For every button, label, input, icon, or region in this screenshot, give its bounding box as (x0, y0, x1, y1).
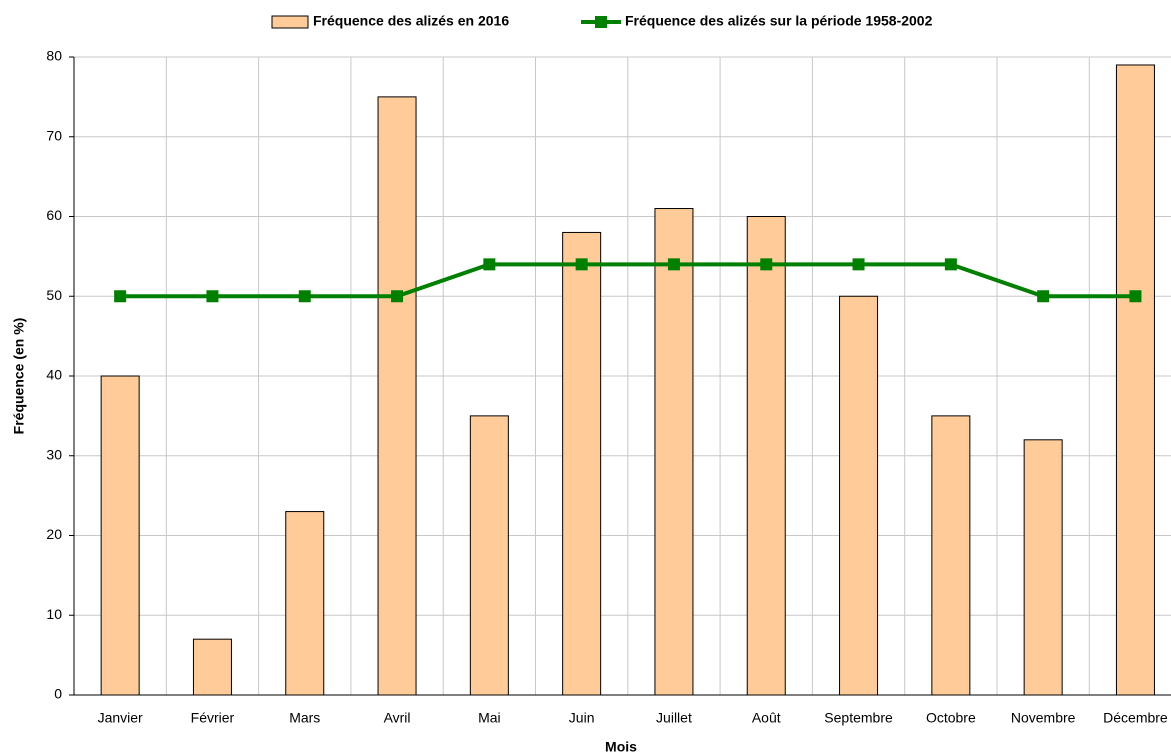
x-tick-label: Août (752, 710, 781, 726)
y-tick-label: 30 (46, 446, 62, 462)
x-tick-label: Mars (289, 710, 320, 726)
y-axis-label: Fréquence (en %) (11, 318, 27, 435)
y-tick-label: 40 (46, 367, 62, 383)
marker (944, 258, 957, 271)
y-tick-label: 70 (46, 127, 62, 143)
x-tick-label: Novembre (1011, 710, 1076, 726)
marker (483, 258, 496, 271)
bar (100, 375, 140, 696)
x-tick-label: Février (191, 710, 235, 726)
marker (575, 258, 588, 271)
x-tick-label: Avril (384, 710, 411, 726)
bar (1115, 64, 1155, 696)
bar (839, 295, 879, 696)
line (120, 262, 1136, 299)
bar (469, 415, 509, 696)
x-tick-label: Octobre (926, 710, 976, 726)
marker (1037, 290, 1050, 303)
legend-label: Fréquence des alizés sur la période 1958… (625, 13, 933, 29)
legend-swatch (271, 15, 309, 29)
x-tick-label: Septembre (824, 710, 893, 726)
marker (114, 290, 127, 303)
x-tick-label: Juillet (656, 710, 692, 726)
legend-marker (595, 16, 607, 28)
marker (206, 290, 219, 303)
bar (377, 96, 417, 696)
y-tick-label: 50 (46, 287, 62, 303)
y-tick-label: 0 (54, 686, 62, 702)
y-tick-label: 10 (46, 606, 62, 622)
marker (1129, 290, 1142, 303)
bar (746, 216, 786, 696)
marker (667, 258, 680, 271)
bar (192, 638, 232, 696)
x-tick-label: Décembre (1103, 710, 1168, 726)
marker (391, 290, 404, 303)
marker (298, 290, 311, 303)
bar (562, 231, 602, 696)
x-tick-label: Mai (478, 710, 501, 726)
y-tick-label: 20 (46, 526, 62, 542)
y-tick-label: 80 (46, 48, 62, 64)
x-axis-label: Mois (605, 739, 637, 755)
bar (931, 415, 971, 696)
bar (654, 208, 694, 696)
marker (852, 258, 865, 271)
legend-label: Fréquence des alizés en 2016 (313, 13, 509, 29)
bar (1023, 439, 1063, 696)
marker (760, 258, 773, 271)
bar (285, 511, 325, 696)
y-tick-label: 60 (46, 207, 62, 223)
x-tick-label: Janvier (98, 710, 143, 726)
x-tick-label: Juin (569, 710, 595, 726)
